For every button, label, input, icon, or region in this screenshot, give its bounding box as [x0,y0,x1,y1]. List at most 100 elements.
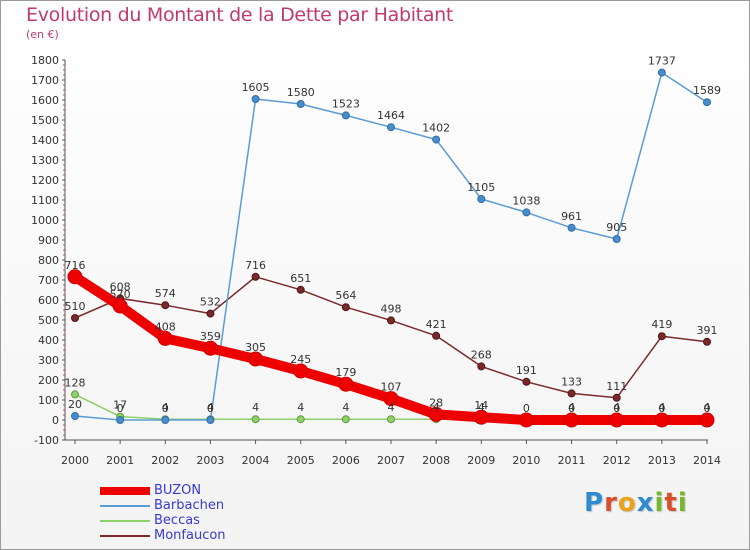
y-tick-label: 300 [38,354,59,367]
data-point-buzon [428,406,444,422]
data-point-barbachen [206,416,215,424]
legend-swatch-buzon [100,487,150,495]
x-tick-label: 2013 [648,454,676,467]
y-tick-label: 600 [38,294,59,307]
data-label-beccas: 128 [65,376,86,389]
data-point-beccas [71,390,79,399]
data-label-buzon: 245 [290,353,311,366]
legend-label-barbachen: Barbachen [154,498,225,513]
x-tick-label: 2009 [467,454,495,467]
data-label-barbachen: 905 [606,221,627,234]
data-label-monfaucon: 421 [426,318,447,331]
data-label-monfaucon: 510 [65,300,86,313]
x-tick-label: 2014 [693,454,721,467]
y-tick-label: 1700 [31,74,59,87]
data-label-buzon: 0 [613,402,620,415]
y-tick-label: 800 [38,254,59,267]
data-point-monfaucon [71,314,79,322]
data-label-monfaucon: 498 [381,302,402,315]
data-point-barbachen [296,100,305,108]
axes: -100010020030040050060070080090010001100… [31,54,721,467]
data-label-barbachen: 961 [561,210,582,223]
data-point-barbachen [387,123,395,132]
data-label-barbachen: 20 [68,398,82,411]
data-label-beccas: 4 [342,401,349,414]
data-label-monfaucon: 564 [335,289,356,302]
y-tick-label: 200 [38,374,59,387]
data-point-beccas [296,415,305,424]
data-label-barbachen: 1523 [332,97,360,110]
data-label-buzon: 0 [658,402,665,415]
data-point-buzon [383,391,399,407]
x-tick-label: 2006 [332,454,360,467]
chart-subtitle: (en €) [26,28,59,41]
data-point-buzon [699,412,715,428]
data-point-monfaucon [387,316,395,325]
data-point-buzon [112,298,128,314]
data-label-buzon: 14 [474,399,488,412]
data-label-beccas: 4 [478,401,485,414]
data-label-monfaucon: 111 [606,380,627,393]
x-tick-label: 2011 [558,454,586,467]
data-point-barbachen [703,98,711,107]
legend-swatch-beccas [100,520,150,522]
data-point-beccas [251,415,260,424]
data-point-monfaucon [612,393,621,402]
data-label-barbachen: 1580 [287,86,315,99]
x-tick-label: 2012 [603,454,631,467]
data-label-beccas: 4 [433,401,440,414]
data-label-monfaucon: 532 [200,296,221,309]
data-label-monfaucon: 716 [245,259,266,272]
data-point-barbachen [567,223,576,232]
data-label-monfaucon: 419 [651,318,672,331]
logo-letter: r [604,488,618,518]
legend-swatch-monfaucon [100,535,150,537]
data-labels: 20 0 0 0 1605 1580 1523 1464 1402 1105 1038 961 905 1… [65,55,722,415]
y-tick-label: -100 [34,434,59,447]
data-label-buzon: 28 [429,396,443,409]
y-tick-label: 500 [38,314,59,327]
x-tick-label: 2008 [422,454,450,467]
data-point-monfaucon [341,303,350,312]
legend-label-buzon: BUZON [154,483,202,498]
x-tick-label: 2010 [512,454,540,467]
logo-letter: P [584,488,605,518]
data-label-buzon: 305 [245,341,266,354]
data-point-monfaucon [477,362,486,371]
y-tick-label: 900 [38,234,59,247]
legend-swatch-barbachen [100,505,150,507]
data-point-monfaucon [432,331,441,340]
data-point-barbachen [341,111,350,120]
y-tick-label: 400 [38,334,59,347]
data-label-beccas: 4 [252,401,259,414]
data-label-buzon: 179 [335,366,356,379]
y-tick-label: 1800 [31,54,59,67]
data-point-barbachen [432,135,441,144]
data-point-buzon [293,363,309,379]
y-tick-label: 700 [38,274,59,287]
y-tick-label: 0 [52,414,59,427]
data-point-monfaucon [296,285,305,294]
data-label-monfaucon: 574 [155,287,176,300]
data-point-buzon [338,376,354,392]
data-label-beccas: 4 [613,401,620,414]
data-label-buzon: 0 [523,402,530,415]
data-point-monfaucon [703,337,711,346]
legend-label-monfaucon: Monfaucon [154,528,226,543]
data-point-buzon [473,409,489,425]
data-label-beccas: 4 [704,401,711,414]
data-label-buzon: 0 [704,402,711,415]
data-label-beccas: 4 [207,401,214,414]
data-label-buzon: 408 [155,320,176,333]
data-label-monfaucon: 133 [561,375,582,388]
data-label-buzon: 0 [568,402,575,415]
data-point-buzon [654,412,670,428]
data-point-barbachen [612,235,621,243]
data-label-barbachen: 0 [207,402,214,415]
x-tick-label: 2004 [242,454,270,467]
logo-letter: x [636,488,655,518]
data-point-buzon [157,330,173,346]
x-tick-label: 2001 [106,454,134,467]
